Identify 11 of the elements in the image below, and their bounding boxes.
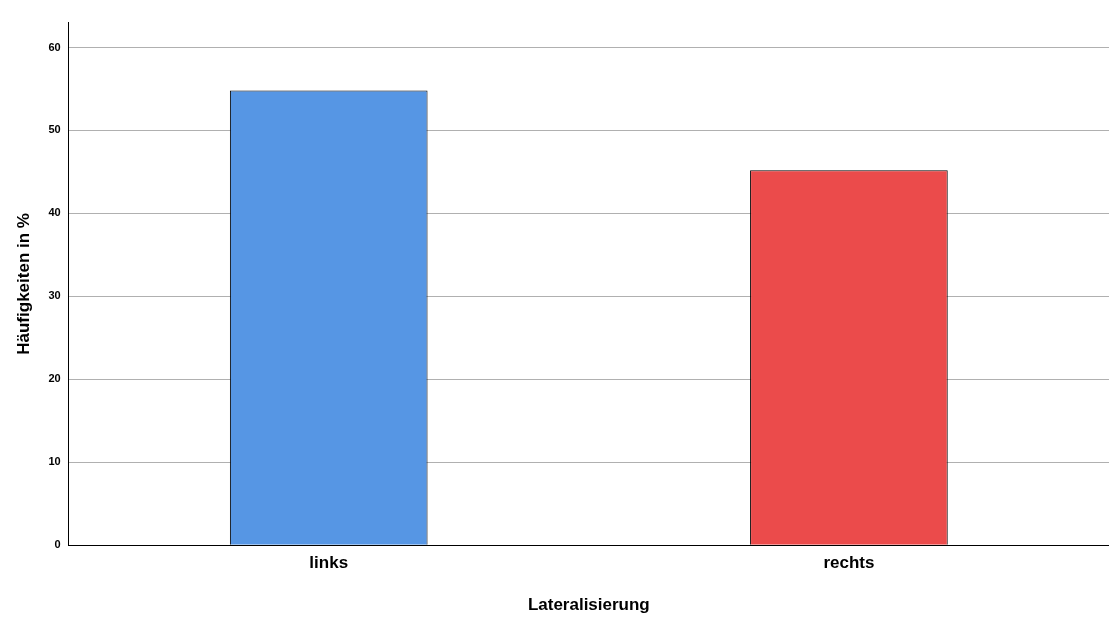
y-tick-label: 50: [48, 123, 61, 136]
x-tick-label: links: [309, 553, 349, 573]
y-axis-title: Häufigkeiten in %: [13, 213, 33, 355]
y-tick-label: 60: [48, 40, 61, 53]
y-tick-label: 10: [48, 455, 61, 468]
y-tick-label: 20: [48, 372, 61, 385]
y-tick-label: 40: [48, 206, 61, 219]
y-tick-label: 30: [48, 289, 61, 302]
x-tick-label: rechts: [823, 553, 875, 573]
x-axis-title: Lateralisierung: [527, 595, 650, 615]
y-tick-label: 0: [54, 538, 61, 551]
